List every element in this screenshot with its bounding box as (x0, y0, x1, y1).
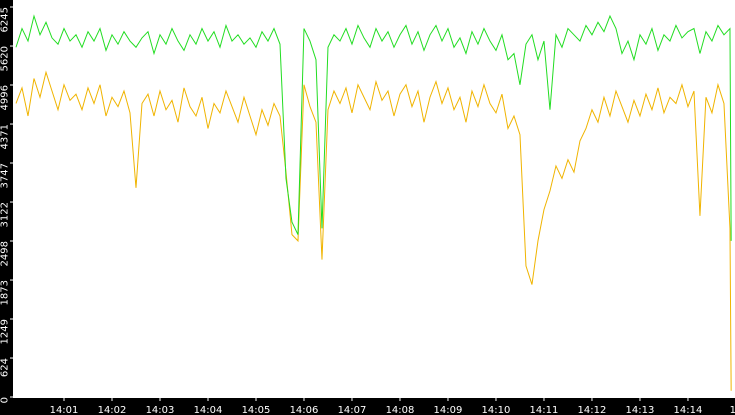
y-tick-label: 624 (0, 358, 10, 377)
y-tick-label: 4371 (0, 124, 10, 149)
y-tick-label: 5620 (0, 46, 10, 71)
x-axis-strip (0, 398, 735, 415)
series-line (15, 14, 732, 241)
x-tick-label: 14:04 (194, 405, 223, 415)
x-tick-label: 14:13 (626, 405, 655, 415)
x-tick-label: 14:05 (242, 405, 271, 415)
x-tick-label: 14:01 (50, 405, 79, 415)
y-tick-label: 3122 (0, 202, 10, 227)
y-tick-label: 6245 (0, 7, 10, 32)
y-tick-label: 3747 (0, 163, 10, 188)
y-tick-label: 0 (0, 397, 10, 403)
x-tick-label: 14:06 (290, 405, 319, 415)
x-tick-label: 14:14 (674, 405, 703, 415)
x-tick-label: 14:08 (386, 405, 415, 415)
x-tick-label: 14:11 (530, 405, 559, 415)
x-tick-label: 14:03 (146, 405, 175, 415)
series-line (15, 70, 732, 391)
y-tick-label: 4996 (0, 85, 10, 110)
x-tick-label: 14 (730, 405, 735, 415)
plot (15, 14, 732, 391)
y-axis-strip (0, 0, 13, 415)
x-tick-label: 14:09 (434, 405, 463, 415)
x-tick-label: 14:07 (338, 405, 367, 415)
y-tick-label: 1249 (0, 319, 10, 344)
x-tick-label: 14:10 (482, 405, 511, 415)
y-tick-label: 2498 (0, 241, 10, 266)
x-tick-label: 14:12 (578, 405, 607, 415)
x-tick-label: 14:02 (98, 405, 127, 415)
y-tick-label: 1873 (0, 280, 10, 305)
